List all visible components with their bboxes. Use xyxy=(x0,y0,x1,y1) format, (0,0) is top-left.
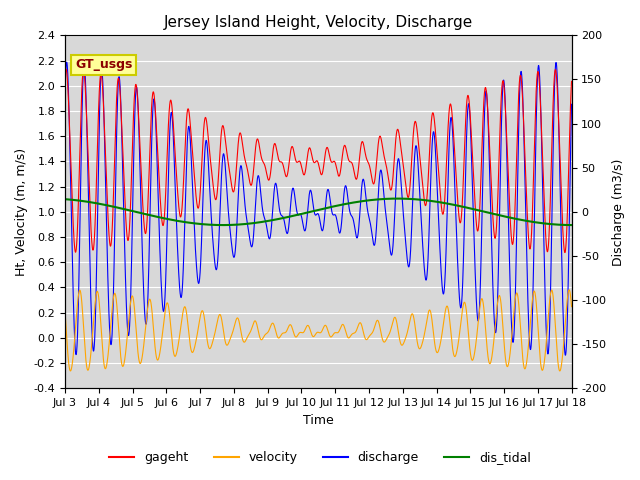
Text: GT_usgs: GT_usgs xyxy=(75,58,132,71)
Y-axis label: Discharge (m3/s): Discharge (m3/s) xyxy=(612,158,625,265)
Y-axis label: Ht, Velocity (m, m/s): Ht, Velocity (m, m/s) xyxy=(15,148,28,276)
Title: Jersey Island Height, Velocity, Discharge: Jersey Island Height, Velocity, Discharg… xyxy=(164,15,473,30)
X-axis label: Time: Time xyxy=(303,414,333,427)
Legend: gageht, velocity, discharge, dis_tidal: gageht, velocity, discharge, dis_tidal xyxy=(104,446,536,469)
